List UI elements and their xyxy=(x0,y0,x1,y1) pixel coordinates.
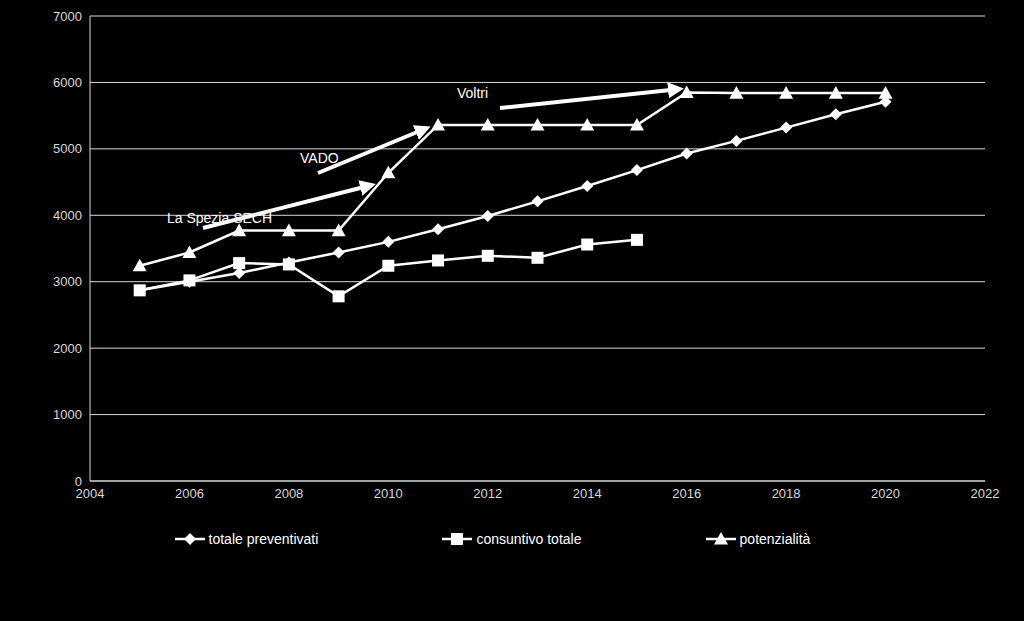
svg-text:2010: 2010 xyxy=(374,486,403,501)
svg-text:6000: 6000 xyxy=(53,75,82,90)
svg-text:2018: 2018 xyxy=(772,486,801,501)
svg-text:5000: 5000 xyxy=(53,141,82,156)
svg-text:4000: 4000 xyxy=(53,208,82,223)
svg-text:2016: 2016 xyxy=(672,486,701,501)
svg-text:2012: 2012 xyxy=(473,486,502,501)
svg-text:2022: 2022 xyxy=(971,486,1000,501)
html-text:potenzialità: potenzialità xyxy=(739,531,811,547)
svg-text:1000: 1000 xyxy=(53,407,82,422)
svg-text:2006: 2006 xyxy=(175,486,204,501)
svg-text:2020: 2020 xyxy=(871,486,900,501)
svg-text:7000: 7000 xyxy=(53,9,82,24)
svg-text:2004: 2004 xyxy=(75,486,105,502)
svg-text:VADO: VADO xyxy=(300,150,339,166)
svg-text:2008: 2008 xyxy=(274,486,303,501)
svg-text:2014: 2014 xyxy=(573,486,602,501)
html-text:consuntivo totale: consuntivo totale xyxy=(476,531,582,547)
svg-text:2000: 2000 xyxy=(53,341,82,356)
svg-text:0: 0 xyxy=(75,474,82,489)
svg-text:3000: 3000 xyxy=(53,274,82,289)
html-text:totale preventivati: totale preventivati xyxy=(208,531,319,547)
svg-text:Voltri: Voltri xyxy=(457,85,488,101)
svg-text:La Spezia SECH: La Spezia SECH xyxy=(167,210,272,226)
